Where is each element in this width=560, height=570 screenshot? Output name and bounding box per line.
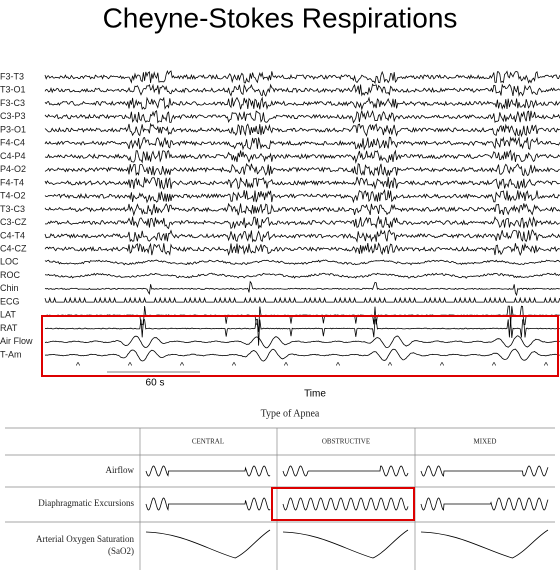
trace xyxy=(44,280,560,297)
channel-label: C3-P3 xyxy=(0,111,26,121)
channel-label: Air Flow xyxy=(0,336,33,346)
highlight-box xyxy=(271,487,415,521)
channel-label: T3-O1 xyxy=(0,85,26,95)
marker: ^ xyxy=(440,360,445,370)
channel-label: Chin xyxy=(0,283,19,293)
channel-label: T3-C3 xyxy=(0,204,25,214)
channel-label: P3-O1 xyxy=(0,124,26,134)
channel-label: C3-CZ xyxy=(0,217,27,227)
marker: ^ xyxy=(180,360,185,370)
marker: ^ xyxy=(544,360,549,370)
marker: ^ xyxy=(284,360,289,370)
trace xyxy=(44,272,560,279)
channel-label: P4-O2 xyxy=(0,164,26,174)
marker: ^ xyxy=(388,360,393,370)
trace xyxy=(44,176,560,190)
trace xyxy=(44,83,560,97)
apnea-waveforms xyxy=(145,465,549,559)
sao2-curve xyxy=(420,529,549,559)
channel-label: C4-T4 xyxy=(0,230,25,240)
trace xyxy=(44,318,560,346)
waveform xyxy=(420,497,549,511)
table-title: Type of Apnea xyxy=(261,408,320,419)
trace xyxy=(44,335,560,349)
column-header: MIXED xyxy=(474,438,497,446)
scale-label: 60 s xyxy=(146,378,165,389)
channel-label: ECG xyxy=(0,296,20,306)
trace xyxy=(44,96,560,111)
trace xyxy=(44,228,560,243)
row-note: (SaO2) xyxy=(108,546,134,556)
channel-label: C4-P4 xyxy=(0,151,26,161)
trace xyxy=(44,348,560,362)
row-label: Airflow xyxy=(106,465,135,475)
trace xyxy=(44,109,560,124)
channel-label: RAT xyxy=(0,323,18,333)
row-label: Diaphragmatic Excursions xyxy=(38,498,134,508)
column-header: OBSTRUCTIVE xyxy=(322,438,370,446)
waveform xyxy=(145,497,271,512)
channel-label: LAT xyxy=(0,310,16,320)
highlight-box xyxy=(41,315,559,377)
waveform xyxy=(282,497,409,511)
trace xyxy=(44,259,560,266)
waveform xyxy=(145,465,271,477)
channel-label: C4-CZ xyxy=(0,243,27,253)
trace xyxy=(44,188,560,204)
sao2-curve xyxy=(282,529,409,559)
channel-label: T4-O2 xyxy=(0,191,26,201)
channel-label: LOC xyxy=(0,257,19,267)
waveform xyxy=(420,465,549,477)
channel-label: T-Am xyxy=(0,349,22,359)
time-label: Time xyxy=(304,389,326,400)
trace xyxy=(44,70,560,84)
channel-label: F3-T3 xyxy=(0,71,24,81)
channel-label: F3-C3 xyxy=(0,98,25,108)
row-label: Arterial Oxygen Saturation xyxy=(36,534,134,544)
ecg-trace xyxy=(44,296,560,303)
trace xyxy=(44,163,560,178)
trace xyxy=(44,202,560,217)
channel-label: ROC xyxy=(0,270,21,280)
channel-label: F4-T4 xyxy=(0,177,24,187)
trace xyxy=(44,149,560,164)
trace xyxy=(44,242,560,257)
sao2-curve xyxy=(145,529,271,559)
column-header: CENTRAL xyxy=(192,438,224,446)
marker: ^ xyxy=(336,360,341,370)
polysomnogram: F3-T3 T3-O1 F3-C3 C3-P3 P3-O1 F4-C4 C4-P4 P4-O2… xyxy=(0,70,560,370)
trace xyxy=(44,122,560,138)
trace xyxy=(44,136,560,151)
marker: ^ xyxy=(76,360,81,370)
marker: ^ xyxy=(492,360,497,370)
channel-label: F4-C4 xyxy=(0,138,25,148)
waveform xyxy=(282,465,409,477)
marker: ^ xyxy=(128,360,133,370)
trace xyxy=(44,215,560,230)
title: Cheyne-Stokes Respirations xyxy=(103,2,458,33)
marker: ^ xyxy=(232,360,237,370)
